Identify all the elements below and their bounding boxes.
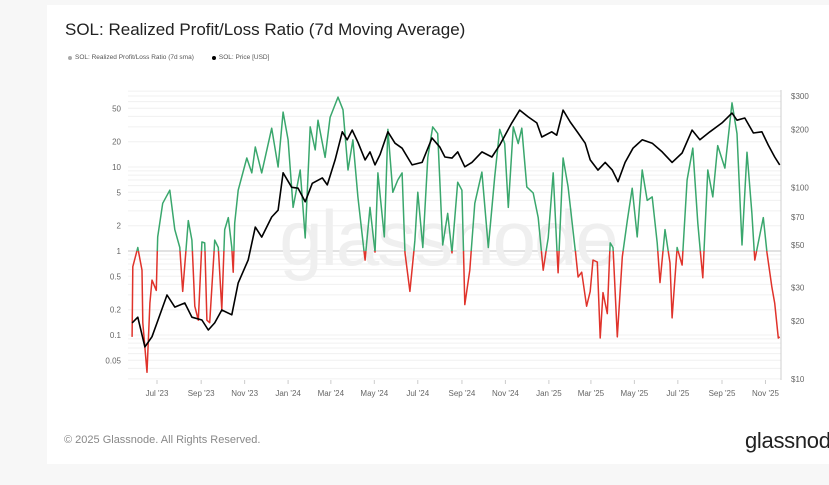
- ratio-segment-loss: [753, 250, 758, 261]
- x-tick-label: Jul '23: [146, 389, 169, 398]
- ratio-segment-profit: [676, 246, 679, 252]
- x-tick-label: May '25: [620, 389, 648, 398]
- left-tick-label: 20: [112, 138, 121, 147]
- right-tick-label: $300: [791, 92, 809, 101]
- legend-price-dot-icon: [211, 55, 216, 60]
- ratio-segment-profit: [200, 241, 206, 252]
- ratio-segment-loss: [574, 250, 611, 339]
- left-tick-label: 5: [117, 188, 122, 197]
- x-tick-label: Nov '23: [231, 389, 258, 398]
- ratio-segment-loss: [667, 250, 678, 319]
- ratio-segment-profit: [233, 96, 365, 252]
- ratio-segment-profit: [156, 189, 181, 252]
- right-tick-label: $20: [791, 317, 805, 326]
- left-tick-label: 1: [117, 247, 122, 256]
- legend-price-label: SOL: Price [USD]: [218, 54, 270, 61]
- right-tick-label: $10: [791, 375, 805, 384]
- ratio-segment-profit: [223, 216, 233, 252]
- ratio-segment-profit: [622, 169, 659, 252]
- x-tick-label: Nov '25: [752, 389, 779, 398]
- right-tick-label: $100: [791, 183, 809, 192]
- ratio-segment-profit: [136, 246, 140, 252]
- x-tick-label: Jan '24: [275, 389, 301, 398]
- ratio-segment-loss: [766, 250, 781, 339]
- x-tick-label: Sep '23: [188, 389, 215, 398]
- ratio-segment-loss: [540, 250, 547, 271]
- left-tick-label: 10: [112, 163, 121, 172]
- axes: 0.05 0.1 0.2 0.5 1 2 5 10 20 50 $10 $20 $30 $50 $70 $10…: [105, 90, 809, 398]
- ratio-segment-loss: [191, 250, 203, 321]
- ratio-segment-profit: [682, 147, 702, 252]
- ratio-segment-loss: [699, 250, 705, 279]
- ratio-segment-loss: [462, 250, 472, 306]
- left-tick-label: 2: [117, 222, 122, 231]
- x-tick-label: Mar '25: [578, 389, 605, 398]
- ratio-segment-profit: [703, 102, 755, 252]
- ratio-segment-loss: [137, 250, 159, 374]
- grid: [128, 90, 781, 380]
- ratio-segment-profit: [374, 128, 406, 252]
- ratio-segment-loss: [179, 250, 187, 293]
- x-tick-label: Sep '25: [709, 389, 736, 398]
- ratio-segment-loss: [404, 250, 415, 293]
- right-tick-label: $50: [791, 241, 805, 250]
- x-tick-label: Jan '25: [536, 389, 562, 398]
- x-tick-label: Sep '24: [449, 389, 476, 398]
- legend-item-price[interactable]: SOL: Price [USD]: [211, 54, 270, 61]
- ratio-segment-loss: [231, 250, 235, 273]
- x-tick-label: Nov '24: [492, 389, 519, 398]
- left-tick-label: 50: [112, 104, 121, 113]
- ratio-segment-loss: [657, 250, 664, 284]
- left-tick-label: 0.1: [110, 331, 122, 340]
- ratio-segment-profit: [365, 206, 376, 252]
- ratio-segment-loss: [612, 250, 624, 338]
- x-tick-label: Jul '25: [666, 389, 689, 398]
- left-tick-label: 0.05: [105, 356, 121, 365]
- ratio-segment-profit: [558, 157, 577, 252]
- ratio-segment-loss: [204, 250, 215, 324]
- legend: SOL: Realized Profit/Loss Ratio (7d sma)…: [68, 54, 269, 61]
- ratio-segment-profit: [545, 172, 558, 252]
- copyright: © 2025 Glassnode. All Rights Reserved.: [64, 434, 261, 446]
- watermark: glassnode: [279, 194, 617, 282]
- chart-title: SOL: Realized Profit/Loss Ratio (7d Movi…: [65, 20, 466, 39]
- left-tick-label: 0.2: [110, 306, 122, 315]
- ratio-segment-profit: [755, 216, 768, 252]
- ratio-segment-profit: [185, 219, 194, 252]
- glassnode-logo[interactable]: glassnode: [745, 428, 829, 453]
- legend-ratio-label: SOL: Realized Profit/Loss Ratio (7d sma): [75, 54, 194, 61]
- legend-ratio-dot-icon: [68, 55, 72, 60]
- ratio-segment-loss: [363, 250, 367, 261]
- right-tick-label: $30: [791, 284, 805, 293]
- x-tick-label: May '24: [360, 389, 388, 398]
- price-series: [131, 109, 781, 348]
- ratio-segment-loss: [217, 250, 225, 311]
- ratio-segment-profit: [609, 242, 614, 252]
- ratio-segment-loss: [556, 250, 560, 274]
- ratio-segment-loss: [131, 250, 138, 337]
- x-tick-label: Mar '24: [318, 389, 345, 398]
- legend-item-ratio[interactable]: SOL: Realized Profit/Loss Ratio (7d sma): [68, 54, 194, 61]
- right-tick-label: $70: [791, 213, 805, 222]
- ratio-segment-profit: [470, 126, 543, 252]
- ratio-segment-profit: [662, 228, 669, 252]
- ratio-segment-profit: [451, 181, 465, 252]
- left-tick-label: 0.5: [110, 272, 122, 281]
- x-tick-label: Jul '24: [406, 389, 429, 398]
- right-tick-label: $200: [791, 126, 809, 135]
- ratio-segment-profit: [213, 239, 220, 252]
- price-line: [131, 109, 781, 348]
- ratio-segment-loss: [677, 250, 684, 266]
- ratio-series: [131, 96, 781, 374]
